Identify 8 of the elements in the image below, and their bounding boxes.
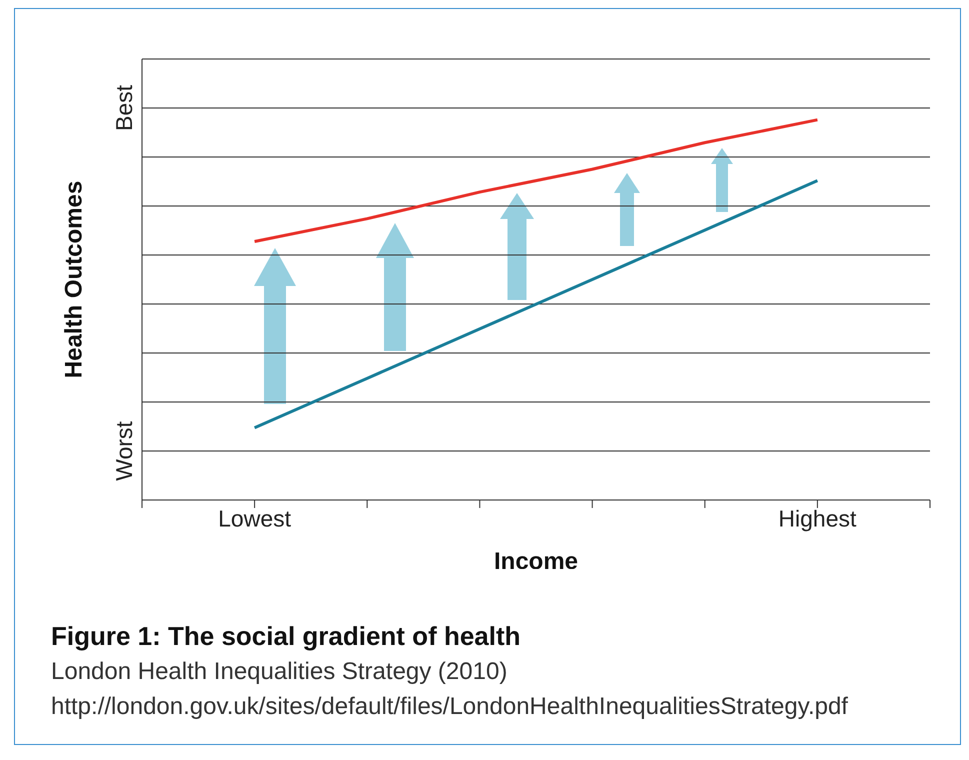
text: Best: [111, 84, 137, 132]
text: London Health Inequalities Strategy (2010) http://london.gov.uk/sites/default/files/LondonHealthInequalitiesStrategy.pdf: [51, 657, 849, 722]
x-tick-label: Highest: [778, 505, 858, 532]
x-axis-title: Income: [494, 548, 578, 575]
y-axis-title: Health Outcomes: [60, 180, 88, 378]
text: Worst: [111, 420, 137, 481]
text: Figure 1: The social gradient of health: [51, 621, 522, 652]
x-tick-label: Lowest: [218, 505, 292, 532]
